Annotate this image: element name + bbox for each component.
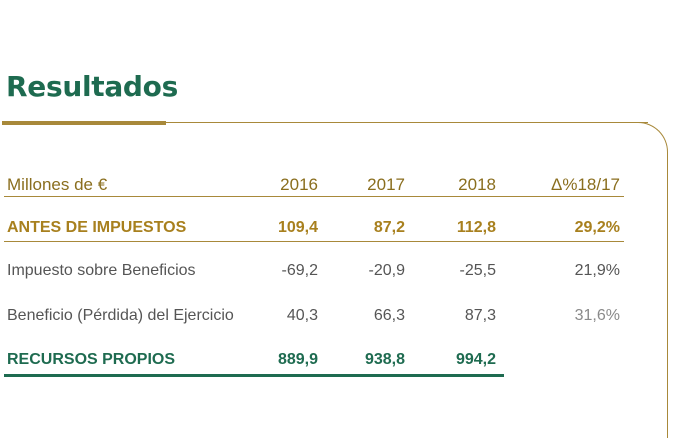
- title-underline: [2, 121, 166, 125]
- value-2016: -69,2: [281, 262, 318, 279]
- value-2017: 938,8: [364, 351, 405, 368]
- value-2018: -25,5: [459, 262, 496, 279]
- page-title: Resultados: [6, 70, 178, 103]
- table-row: ANTES DE IMPUESTOS 109,4 87,2 112,8 29,2…: [0, 219, 678, 243]
- table-row: Impuesto sobre Beneficios -69,2 -20,9 -2…: [0, 262, 678, 286]
- value-2018: 994,2: [455, 351, 496, 368]
- value-2018: 112,8: [456, 219, 496, 236]
- value-2017: 66,3: [373, 307, 405, 324]
- frame-corner: [620, 122, 668, 438]
- total-underline: [4, 374, 504, 377]
- value-delta: 21,9%: [574, 262, 620, 279]
- value-2016: 109,4: [277, 219, 318, 236]
- value-2017: -20,9: [368, 262, 405, 279]
- value-2017: 87,2: [373, 219, 405, 236]
- row-divider: [4, 241, 624, 242]
- row-label: Impuesto sobre Beneficios: [7, 262, 196, 279]
- header-divider: [4, 196, 624, 197]
- header-units: Millones de €: [7, 175, 108, 194]
- value-2016: 889,9: [277, 351, 318, 368]
- table-row: Beneficio (Pérdida) del Ejercicio 40,3 6…: [0, 307, 678, 331]
- table-header: Millones de € 2016 2017 2018 Δ%18/17: [0, 175, 678, 199]
- header-2018: 2018: [458, 175, 496, 194]
- row-label: ANTES DE IMPUESTOS: [7, 219, 187, 236]
- value-2016: 40,3: [286, 307, 318, 324]
- value-delta: 31,6%: [574, 307, 620, 324]
- header-delta: Δ%18/17: [550, 175, 620, 194]
- row-label: Beneficio (Pérdida) del Ejercicio: [7, 307, 234, 324]
- row-label: RECURSOS PROPIOS: [7, 351, 176, 368]
- header-2017: 2017: [367, 175, 405, 194]
- header-2016: 2016: [280, 175, 318, 194]
- table-row: RECURSOS PROPIOS 889,9 938,8 994,2: [0, 351, 678, 375]
- value-2018: 87,3: [464, 307, 496, 324]
- value-delta: 29,2%: [574, 219, 620, 236]
- frame-top-line: [166, 122, 648, 123]
